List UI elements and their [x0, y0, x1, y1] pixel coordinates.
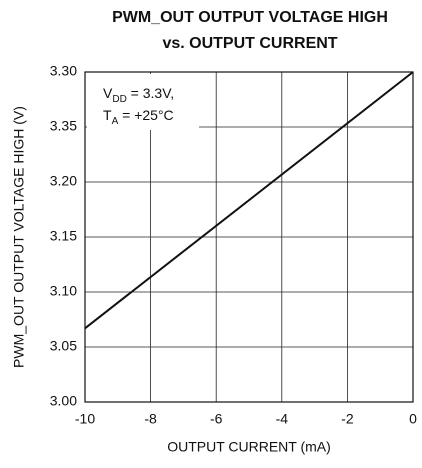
- x-tick-label: -10: [75, 411, 95, 427]
- data-line: [84, 71, 414, 330]
- y-tick-label: 3.20: [50, 173, 77, 189]
- annotation-part: DD: [112, 94, 126, 105]
- annotation: VDD = 3.3V,: [103, 85, 174, 105]
- x-tick-label: -8: [144, 411, 157, 427]
- x-tick-label: -2: [341, 411, 354, 427]
- y-tick-label: 3.30: [50, 63, 77, 79]
- x-tick-label: -6: [210, 411, 223, 427]
- x-tick-label: -4: [276, 411, 289, 427]
- annotation-box: [87, 74, 199, 130]
- x-axis-label: OUTPUT CURRENT (mA): [167, 439, 331, 455]
- annotation-part: V: [103, 85, 113, 101]
- y-tick-label: 3.15: [50, 228, 77, 244]
- annotation: TA = +25°C: [103, 107, 174, 127]
- chart-title: PWM_OUT OUTPUT VOLTAGE HIGH: [112, 9, 388, 26]
- y-tick-label: 3.05: [50, 338, 77, 354]
- annotation-part: = 3.3V,: [127, 85, 174, 101]
- annotation-part: T: [103, 107, 112, 123]
- y-tick-label: 3.00: [50, 393, 77, 409]
- chart-title: vs. OUTPUT CURRENT: [162, 35, 337, 52]
- annotation-part: = +25°C: [118, 107, 173, 123]
- x-tick-label: 0: [409, 411, 417, 427]
- annotation-part: A: [112, 116, 119, 127]
- y-tick-label: 3.10: [50, 283, 77, 299]
- y-axis-label: PWM_OUT OUTPUT VOLTAGE HIGH (V): [11, 106, 27, 368]
- plot-frame: [84, 71, 414, 403]
- y-tick-label: 3.35: [50, 118, 77, 134]
